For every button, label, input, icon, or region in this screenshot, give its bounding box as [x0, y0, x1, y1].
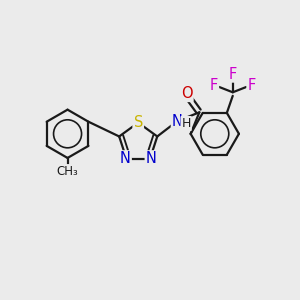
Text: H: H — [182, 117, 191, 130]
Text: N: N — [172, 114, 183, 129]
Text: N: N — [146, 151, 157, 166]
Text: O: O — [181, 86, 193, 101]
Text: N: N — [120, 151, 131, 166]
Text: F: F — [210, 78, 218, 93]
Text: S: S — [134, 115, 143, 130]
Text: F: F — [229, 67, 237, 82]
Text: F: F — [248, 78, 256, 93]
Text: CH₃: CH₃ — [57, 165, 78, 178]
